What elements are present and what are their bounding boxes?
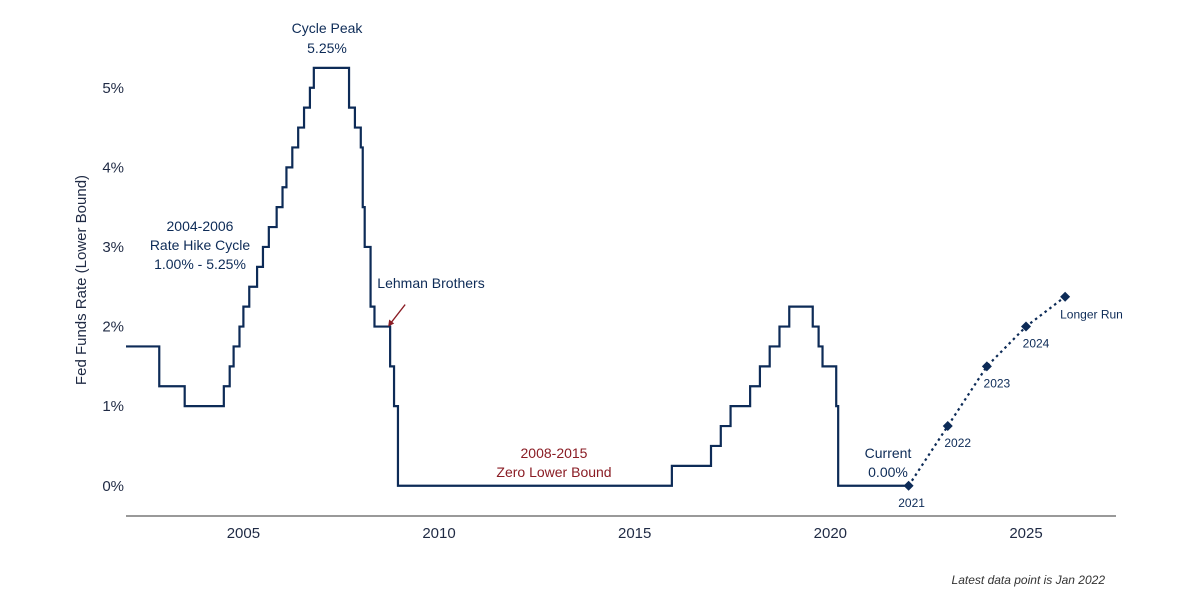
hike-cycle-title: Rate Hike Cycle bbox=[150, 237, 251, 253]
x-tick-labels: 2005 2010 2015 2020 2025 bbox=[227, 525, 1043, 542]
hike-cycle-range: 1.00% - 5.25% bbox=[154, 256, 246, 272]
rate-step-line bbox=[126, 66, 909, 487]
cycle-peak-value: 5.25% bbox=[307, 40, 347, 56]
current-label: Current bbox=[865, 445, 912, 461]
x-tick-label: 2015 bbox=[618, 525, 651, 542]
projection-marker bbox=[942, 421, 953, 432]
projection-label: 2024 bbox=[1023, 337, 1050, 351]
projection-marker bbox=[903, 480, 914, 491]
y-tick-label: 0% bbox=[102, 478, 124, 495]
y-tick-label: 2% bbox=[102, 319, 124, 336]
footnote: Latest data point is Jan 2022 bbox=[952, 573, 1106, 587]
projection-marker bbox=[1021, 321, 1031, 332]
projection-marker bbox=[1060, 291, 1071, 302]
projection-markers: 2021 2022 2023 2024 Longer Run bbox=[898, 291, 1123, 510]
zlb-years: 2008-2015 bbox=[521, 445, 588, 461]
projection-dotted-line bbox=[907, 295, 1066, 487]
cycle-peak-label: Cycle Peak bbox=[292, 20, 364, 36]
projection-marker bbox=[981, 361, 992, 372]
zlb-title: Zero Lower Bound bbox=[496, 464, 611, 480]
hike-cycle-years: 2004-2006 bbox=[167, 218, 234, 234]
y-axis-label: Fed Funds Rate (Lower Bound) bbox=[73, 175, 90, 385]
y-tick-label: 5% bbox=[102, 80, 124, 97]
projection-label: 2021 bbox=[898, 496, 925, 510]
x-tick-label: 2010 bbox=[422, 525, 455, 542]
projection-label: Longer Run bbox=[1060, 308, 1123, 322]
projection-label: 2022 bbox=[944, 436, 971, 450]
x-tick-label: 2025 bbox=[1009, 525, 1042, 542]
y-tick-label: 4% bbox=[102, 159, 124, 176]
y-tick-labels: 0% 1% 2% 3% 4% 5% bbox=[102, 80, 124, 495]
lehman-arrow bbox=[390, 304, 406, 323]
lehman-label: Lehman Brothers bbox=[377, 275, 484, 291]
x-tick-label: 2020 bbox=[814, 525, 847, 542]
projection-label: 2023 bbox=[984, 376, 1011, 390]
current-value: 0.00% bbox=[868, 464, 908, 480]
x-tick-label: 2005 bbox=[227, 525, 260, 542]
y-tick-label: 3% bbox=[102, 239, 124, 256]
lehman-arrowhead bbox=[388, 319, 395, 327]
y-tick-label: 1% bbox=[102, 398, 124, 415]
